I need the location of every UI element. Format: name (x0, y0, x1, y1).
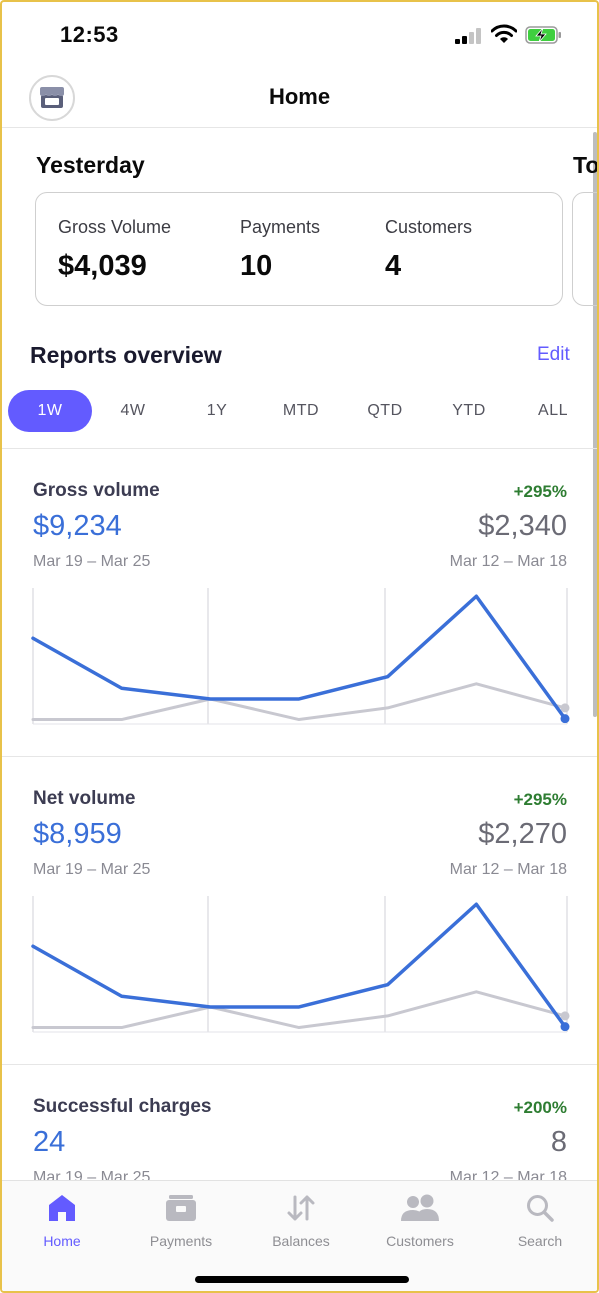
range-tabs: 1W 4W 1Y MTD QTD YTD ALL (8, 390, 595, 432)
report-previous-value: 8 (550, 1126, 567, 1158)
report-change-badge: +295% (513, 790, 567, 809)
report-previous-range: Mar 12 – Mar 18 (449, 553, 567, 570)
report-name: Net volume (33, 788, 136, 809)
payments-icon (166, 1195, 196, 1221)
metric-value: 10 (240, 250, 273, 282)
report-change-badge: +200% (513, 1098, 567, 1117)
tab-label: Customers (386, 1233, 454, 1249)
today-summary-card-partial[interactable] (572, 192, 597, 306)
tab-bar: Home Payments Balances (2, 1180, 597, 1291)
battery-charging-icon (525, 26, 561, 44)
report-current-range: Mar 19 – Mar 25 (33, 1169, 151, 1180)
metric-value: 4 (385, 250, 402, 282)
report-current-value: $9,234 (33, 510, 122, 542)
tab-home[interactable]: Home (2, 1191, 122, 1249)
range-tab-qtd[interactable]: QTD (367, 402, 403, 419)
cellular-signal-icon (455, 28, 483, 44)
today-heading-partial: To (573, 152, 599, 178)
store-icon (40, 87, 64, 108)
metric-value: $4,039 (58, 250, 147, 282)
report-current-range: Mar 19 – Mar 25 (33, 553, 151, 570)
tab-label: Balances (272, 1233, 330, 1249)
customers-icon (401, 1194, 439, 1221)
previous-period-line (31, 682, 567, 722)
metric-payments: Payments 10 (240, 217, 320, 283)
report-previous-value: $2,340 (478, 510, 567, 542)
report-successful-charges[interactable]: Successful charges +200% 24 8 Mar 19 – M… (2, 1096, 597, 1180)
report-name: Gross volume (33, 480, 160, 501)
scrollbar[interactable] (593, 132, 597, 717)
divider (2, 756, 597, 757)
tab-payments[interactable]: Payments (121, 1191, 241, 1249)
previous-period-endpoint (560, 703, 570, 713)
tab-label: Home (43, 1233, 81, 1249)
range-tab-all[interactable]: ALL (538, 402, 568, 419)
current-period-endpoint (560, 714, 570, 724)
report-net-volume[interactable]: Net volume +295% $8,959 $2,270 Mar 19 – … (2, 788, 597, 1058)
previous-period-endpoint (560, 1011, 570, 1021)
navigation-bar: Home (2, 66, 597, 128)
home-icon (49, 1195, 75, 1221)
yesterday-heading: Yesterday (36, 152, 145, 178)
report-previous-range: Mar 12 – Mar 18 (449, 1169, 567, 1180)
range-tab-1w[interactable]: 1W (8, 390, 92, 432)
tab-label: Search (517, 1233, 563, 1249)
status-time: 12:53 (60, 22, 119, 47)
current-period-line (31, 902, 567, 1029)
tab-customers[interactable]: Customers (360, 1191, 480, 1249)
page-title: Home (268, 84, 331, 109)
tab-balances[interactable]: Balances (241, 1191, 361, 1249)
report-current-range: Mar 19 – Mar 25 (33, 861, 151, 878)
status-bar: 12:53 (2, 2, 597, 62)
report-previous-range: Mar 12 – Mar 18 (449, 861, 567, 878)
metric-label: Customers (385, 217, 473, 237)
range-tab-mtd[interactable]: MTD (282, 402, 320, 419)
wifi-icon (491, 24, 517, 43)
metric-label: Gross Volume (58, 217, 172, 237)
account-avatar-button[interactable] (29, 75, 75, 121)
report-chart (31, 588, 570, 725)
report-gross-volume[interactable]: Gross volume +295% $9,234 $2,340 Mar 19 … (2, 480, 597, 750)
search-icon (527, 1195, 554, 1222)
previous-period-line (31, 990, 567, 1030)
edit-reports-link[interactable]: Edit (537, 344, 570, 365)
metric-customers: Customers 4 (385, 217, 472, 283)
balances-icon (287, 1195, 315, 1221)
current-period-endpoint (560, 1022, 570, 1032)
tab-search[interactable]: Search (480, 1191, 597, 1249)
reports-overview-heading: Reports overview (30, 342, 222, 368)
report-name: Successful charges (33, 1096, 212, 1117)
range-tab-4w[interactable]: 4W (120, 402, 146, 419)
report-chart (31, 896, 570, 1033)
metric-label: Payments (240, 217, 321, 237)
tab-label: Payments (149, 1233, 213, 1249)
metric-gross-volume: Gross Volume $4,039 (58, 217, 171, 283)
report-current-value: 24 (33, 1126, 66, 1158)
report-previous-value: $2,270 (478, 818, 567, 850)
current-period-line (31, 594, 567, 721)
home-indicator[interactable] (195, 1276, 409, 1283)
divider (2, 1064, 597, 1065)
range-tab-ytd[interactable]: YTD (452, 402, 486, 419)
yesterday-summary-card[interactable]: Gross Volume $4,039 Payments 10 Customer… (35, 192, 563, 306)
report-change-badge: +295% (513, 482, 567, 501)
divider (2, 448, 597, 449)
range-tab-1y[interactable]: 1Y (206, 402, 228, 419)
report-current-value: $8,959 (33, 818, 122, 850)
